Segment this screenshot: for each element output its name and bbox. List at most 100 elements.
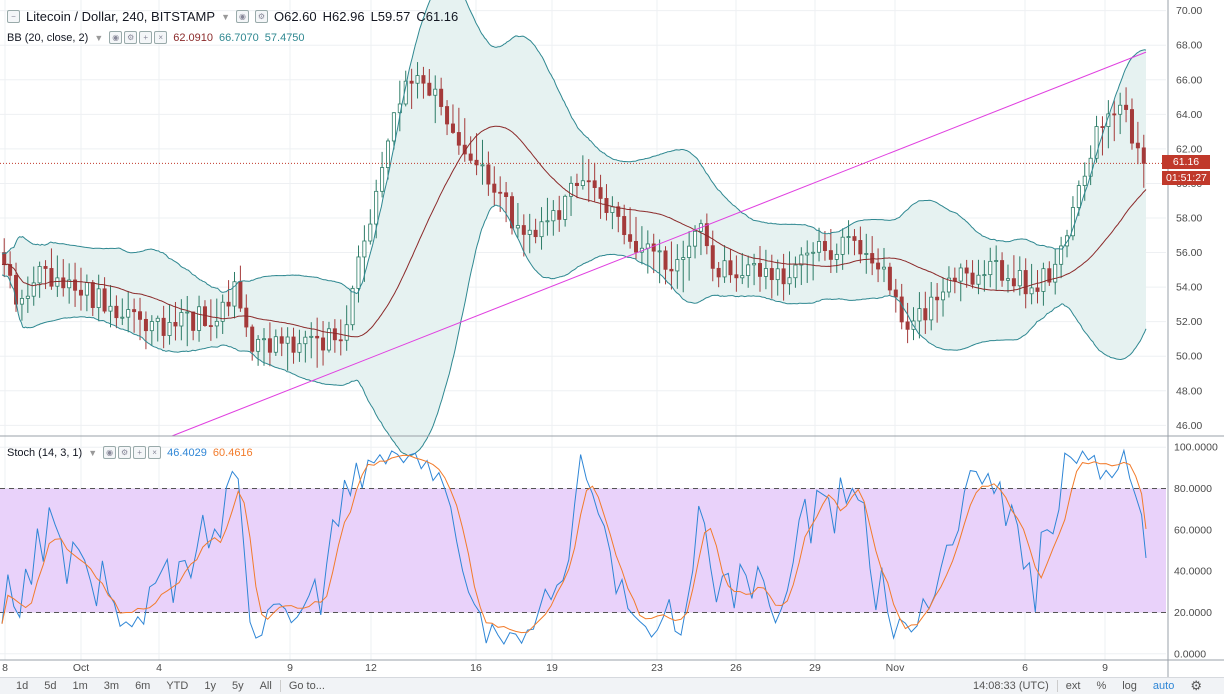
candle-body [161, 317, 166, 336]
log-toggle[interactable]: log [1122, 680, 1137, 692]
y-tick-label: 40.0000 [1174, 566, 1212, 578]
goto-button[interactable]: Go to... [288, 680, 325, 692]
candle-body [315, 335, 320, 339]
add-icon[interactable]: + [133, 446, 147, 459]
range-6m[interactable]: 6m [135, 680, 151, 692]
candle-body [681, 257, 686, 260]
candle-body [881, 266, 886, 270]
candle-body [2, 252, 7, 265]
range-1y[interactable]: 1y [204, 680, 216, 692]
chevron-down-icon[interactable]: ▼ [221, 11, 230, 22]
x-tick-label: 6 [1022, 662, 1028, 674]
candle-body [592, 180, 597, 188]
range-all[interactable]: All [259, 680, 272, 692]
add-icon[interactable]: + [139, 31, 153, 44]
stoch-d-value: 60.4616 [212, 446, 253, 459]
stoch-k-value: 46.4029 [167, 446, 207, 459]
chevron-down-icon[interactable]: ▼ [88, 447, 98, 458]
eye-icon[interactable]: ◉ [235, 10, 249, 23]
range-ytd[interactable]: YTD [166, 680, 189, 692]
candle-body [675, 259, 680, 272]
stoch-band [0, 488, 1166, 613]
candle-body [226, 301, 231, 307]
candle-body [37, 266, 42, 284]
candle-body [179, 312, 184, 327]
candle-body [527, 229, 532, 235]
candle-body [338, 339, 343, 342]
y-tick-label: 56.00 [1176, 247, 1202, 259]
candle-body [445, 106, 450, 125]
candle-body [775, 268, 780, 281]
candle-body [840, 236, 845, 255]
candle-body [976, 274, 981, 285]
candle-body [468, 153, 473, 161]
range-5d[interactable]: 5d [44, 680, 57, 692]
settings-icon[interactable]: ⚙ [254, 10, 268, 23]
candle-body [1100, 126, 1105, 128]
candle-body [781, 268, 786, 285]
range-1d[interactable]: 1d [16, 680, 29, 692]
candle-body [1124, 104, 1129, 110]
candle-body [49, 268, 54, 287]
candle-body [822, 241, 827, 251]
candle-body [893, 289, 898, 298]
range-3m[interactable]: 3m [103, 680, 120, 692]
symbol-title: Litecoin / Dollar, 240, BITSTAMP [26, 9, 216, 24]
candle-body [498, 191, 503, 194]
bb-label: BB (20, close, 2) [7, 31, 89, 44]
settings-icon[interactable]: ⚙ [118, 446, 132, 459]
ohlc-open: O62.60 [273, 9, 317, 24]
x-tick-label: 19 [546, 662, 558, 674]
divider [279, 680, 281, 692]
eye-icon[interactable]: ◉ [103, 446, 117, 459]
bb-basis-value: 62.0910 [173, 31, 214, 44]
x-tick-label: 29 [809, 662, 821, 674]
candle-body [876, 262, 881, 270]
close-icon[interactable]: × [154, 31, 168, 44]
candle-body [1023, 270, 1028, 295]
auto-toggle[interactable]: auto [1152, 680, 1175, 692]
candle-body [197, 306, 202, 331]
candle-body [551, 210, 556, 222]
y-tick-label: 64.00 [1176, 109, 1202, 121]
candle-body [970, 272, 975, 285]
candle-body [746, 264, 751, 276]
settings-icon[interactable]: ⚙ [124, 31, 138, 44]
x-tick-label: 8 [2, 662, 8, 674]
candle-body [580, 180, 585, 186]
candle-body [1118, 104, 1123, 115]
range-5y[interactable]: 5y [231, 680, 244, 692]
candle-body [391, 112, 396, 142]
candle-body [31, 282, 36, 297]
percent-toggle[interactable]: % [1096, 680, 1107, 692]
gear-icon[interactable]: ⚙ [1190, 678, 1202, 693]
ohlc-low: L59.57 [370, 9, 411, 24]
candle-body [935, 296, 940, 301]
candle-body [326, 328, 331, 351]
candle-body [834, 253, 839, 260]
close-icon[interactable]: × [148, 446, 162, 459]
candle-body [185, 311, 190, 314]
candle-body [208, 325, 213, 327]
range-1m[interactable]: 1m [72, 680, 88, 692]
candle-body [651, 243, 656, 252]
candle-body [740, 275, 745, 279]
candle-body [202, 306, 207, 326]
candle-body [250, 326, 255, 352]
candle-body [214, 320, 219, 327]
collapse-icon[interactable]: − [7, 10, 20, 23]
candle-body [356, 256, 361, 289]
candle-body [439, 88, 444, 107]
chevron-down-icon[interactable]: ▼ [94, 32, 104, 43]
candle-body [757, 263, 762, 277]
candle-body [633, 240, 638, 253]
eye-icon[interactable]: ◉ [109, 31, 123, 44]
candle-body [386, 140, 391, 168]
candle-body [1135, 142, 1140, 149]
trend-line [171, 51, 1147, 437]
candle-body [427, 82, 432, 96]
bollinger-lower [1, 204, 1147, 457]
ext-toggle[interactable]: ext [1065, 680, 1081, 692]
candle-body [1141, 147, 1146, 164]
